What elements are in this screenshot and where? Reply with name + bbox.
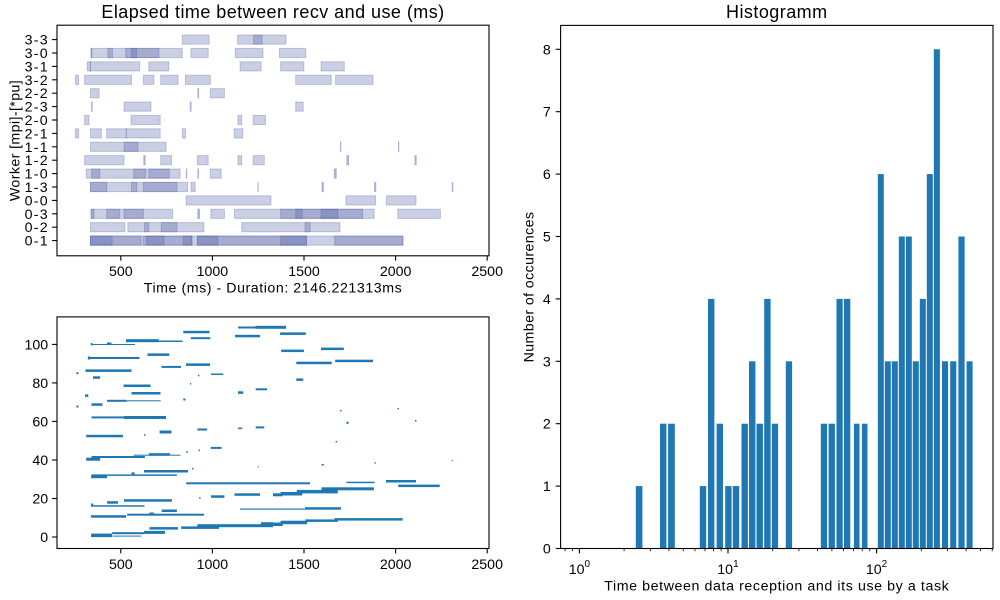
svg-text:60: 60 — [32, 414, 48, 430]
svg-text:1000: 1000 — [197, 557, 229, 573]
svg-text:Worker [mpi]-[*pu]: Worker [mpi]-[*pu] — [7, 80, 23, 201]
svg-text:5: 5 — [543, 230, 551, 246]
svg-text:3: 3 — [543, 354, 551, 370]
svg-text:0: 0 — [543, 542, 551, 558]
svg-text:20: 20 — [32, 492, 48, 508]
svg-text:2: 2 — [543, 417, 551, 433]
svg-text:Time (ms) - Duration: 2146.221: Time (ms) - Duration: 2146.221313ms — [144, 281, 402, 297]
svg-text:0-3: 0-3 — [25, 207, 49, 223]
svg-text:2-2: 2-2 — [25, 86, 49, 102]
svg-text:2000: 2000 — [380, 264, 412, 280]
svg-text:3-1: 3-1 — [25, 59, 49, 75]
svg-text:Time between data reception an: Time between data reception and its use … — [604, 579, 949, 595]
svg-text:2-3: 2-3 — [25, 100, 49, 116]
svg-text:6: 6 — [543, 167, 551, 183]
svg-text:1-1: 1-1 — [25, 140, 49, 156]
svg-text:3-0: 3-0 — [25, 46, 49, 62]
svg-text:2-1: 2-1 — [25, 126, 49, 142]
svg-text:Histogramm: Histogramm — [726, 2, 828, 22]
svg-text:500: 500 — [109, 557, 133, 573]
svg-text:1-3: 1-3 — [25, 180, 49, 196]
svg-text:0-0: 0-0 — [25, 193, 49, 209]
svg-text:1000: 1000 — [197, 264, 229, 280]
svg-text:1500: 1500 — [288, 557, 320, 573]
svg-text:0-2: 0-2 — [25, 220, 49, 236]
svg-text:3-2: 3-2 — [25, 73, 49, 89]
svg-text:500: 500 — [109, 264, 133, 280]
svg-text:80: 80 — [32, 376, 48, 392]
svg-text:2000: 2000 — [380, 557, 412, 573]
svg-text:Number of occurences: Number of occurences — [521, 212, 537, 363]
svg-text:40: 40 — [32, 453, 48, 469]
svg-text:7: 7 — [543, 105, 551, 121]
svg-text:100: 100 — [25, 337, 49, 353]
svg-text:3-3: 3-3 — [25, 33, 49, 49]
svg-text:Elapsed time between recv and: Elapsed time between recv and use (ms) — [101, 2, 444, 22]
svg-text:2500: 2500 — [471, 264, 503, 280]
svg-text:0: 0 — [40, 530, 48, 546]
svg-text:2500: 2500 — [471, 557, 503, 573]
svg-text:2-0: 2-0 — [25, 113, 49, 129]
svg-text:0-1: 0-1 — [25, 234, 49, 250]
svg-text:1-0: 1-0 — [25, 167, 49, 183]
svg-text:1: 1 — [543, 479, 551, 495]
svg-text:8: 8 — [543, 42, 551, 58]
svg-text:4: 4 — [543, 292, 551, 308]
svg-text:1-2: 1-2 — [25, 153, 49, 169]
svg-text:1500: 1500 — [288, 264, 320, 280]
